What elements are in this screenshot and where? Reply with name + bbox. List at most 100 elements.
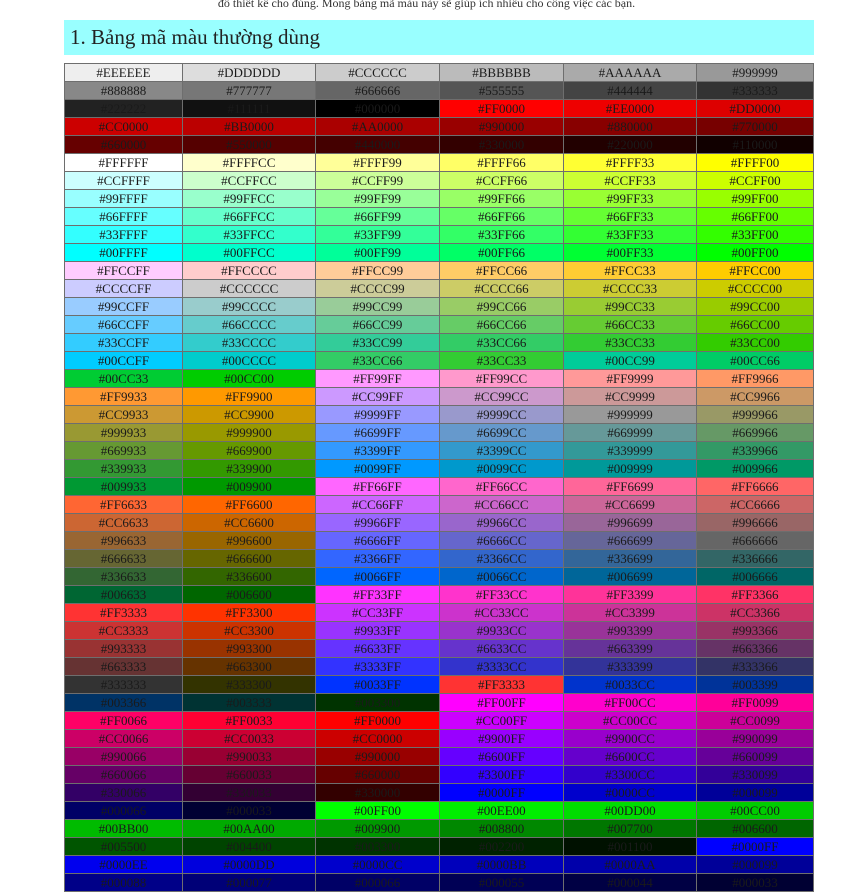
color-swatch-cell: #CC3333 xyxy=(64,621,183,640)
color-swatch-cell: #99CCFF xyxy=(64,297,183,316)
color-swatch-cell: #FF00FF xyxy=(439,693,564,712)
color-swatch-cell: #CC9900 xyxy=(182,405,316,424)
color-swatch-cell: #FF99FF xyxy=(315,369,440,388)
color-swatch-cell: #444444 xyxy=(563,81,697,100)
color-swatch-cell: #66CCCC xyxy=(182,315,316,334)
table-row: #FF3333 #FF3300 #CC33FF #CC33CC #CC3399 #CC33… xyxy=(64,603,814,622)
color-swatch-cell: #770000 xyxy=(696,117,814,136)
color-swatch-cell: #CC66CC xyxy=(439,495,564,514)
table-row: #00FFFF #00FFCC #00FF99 #00FF66 #00FF33 #00FF… xyxy=(64,243,814,262)
color-swatch-cell: #FFFF00 xyxy=(696,153,814,172)
color-swatch-cell: #BB0000 xyxy=(182,117,316,136)
color-swatch-cell: #005500 xyxy=(64,837,183,856)
color-swatch-cell: #00CCCC xyxy=(182,351,316,370)
color-swatch-cell: #CC0066 xyxy=(64,729,183,748)
color-swatch-cell: #880000 xyxy=(563,117,697,136)
color-swatch-cell: #009900 xyxy=(315,819,440,838)
table-row: #996633 #996600 #6666FF #6666CC #666699 #6666… xyxy=(64,531,814,550)
color-swatch-cell: #00DD00 xyxy=(563,801,697,820)
color-swatch-cell: #00CC00 xyxy=(182,369,316,388)
color-swatch-cell: #66CC66 xyxy=(439,315,564,334)
color-swatch-cell: #CCFFCC xyxy=(182,171,316,190)
color-swatch-cell: #DD0000 xyxy=(696,99,814,118)
table-row: #00BB00 #00AA00 #009900 #008800 #007700 #0066… xyxy=(64,819,814,838)
color-swatch-cell: #FF9966 xyxy=(696,369,814,388)
color-swatch-cell: #0000CC xyxy=(563,783,697,802)
color-swatch-cell: #6699CC xyxy=(439,423,564,442)
color-swatch-cell: #00BB00 xyxy=(64,819,183,838)
color-swatch-cell: #CC0000 xyxy=(315,729,440,748)
color-swatch-cell: #330033 xyxy=(182,783,316,802)
color-swatch-cell: #EEEEEE xyxy=(64,63,183,82)
table-row: #990066 #990033 #990000 #6600FF #6600CC #6600… xyxy=(64,747,814,766)
color-swatch-cell: #666699 xyxy=(563,531,697,550)
color-swatch-cell: #AAAAAA xyxy=(563,63,697,82)
color-swatch-cell: #339933 xyxy=(64,459,183,478)
table-row: #330066 #330033 #330000 #0000FF #0000CC #0000… xyxy=(64,783,814,802)
color-swatch-cell: #FFFF66 xyxy=(439,153,564,172)
color-swatch-cell: #110000 xyxy=(696,135,814,154)
color-swatch-cell: #999900 xyxy=(182,423,316,442)
color-swatch-cell: #999999 xyxy=(696,63,814,82)
color-swatch-cell: #666633 xyxy=(64,549,183,568)
color-swatch-cell: #FF9999 xyxy=(563,369,697,388)
color-swatch-cell: #006699 xyxy=(563,567,697,586)
color-swatch-cell: #669933 xyxy=(64,441,183,460)
color-swatch-cell: #660066 xyxy=(64,765,183,784)
color-swatch-cell: #990000 xyxy=(315,747,440,766)
color-swatch-cell: #9900FF xyxy=(439,729,564,748)
color-swatch-cell: #003399 xyxy=(696,675,814,694)
color-swatch-cell: #33CC00 xyxy=(696,333,814,352)
color-swatch-cell: #99CCCC xyxy=(182,297,316,316)
color-swatch-cell: #006666 xyxy=(696,567,814,586)
color-swatch-cell: #CC0099 xyxy=(696,711,814,730)
color-swatch-cell: #000099 xyxy=(696,783,814,802)
color-swatch-cell: #333399 xyxy=(563,657,697,676)
table-row: #99CCFF #99CCCC #99CC99 #99CC66 #99CC33 #99CC… xyxy=(64,297,814,316)
table-row: #003366 #003333 #003300 #FF00FF #FF00CC #FF00… xyxy=(64,693,814,712)
color-swatch-cell: #000033 xyxy=(182,801,316,820)
color-swatch-cell: #0033CC xyxy=(563,675,697,694)
color-swatch-cell: #CCFF99 xyxy=(315,171,440,190)
color-swatch-cell: #EE0000 xyxy=(563,99,697,118)
color-swatch-cell: #FF00CC xyxy=(563,693,697,712)
color-swatch-cell: #003333 xyxy=(182,693,316,712)
color-swatch-cell: #FF0000 xyxy=(439,99,564,118)
color-swatch-cell: #6699FF xyxy=(315,423,440,442)
color-swatch-cell: #339966 xyxy=(696,441,814,460)
color-swatch-cell: #00CC00 xyxy=(696,801,814,820)
color-swatch-cell: #9999FF xyxy=(315,405,440,424)
color-swatch-cell: #CCCC00 xyxy=(696,279,814,298)
color-swatch-cell: #333333 xyxy=(64,675,183,694)
color-swatch-cell: #550000 xyxy=(182,135,316,154)
color-swatch-cell: #000066 xyxy=(64,801,183,820)
color-swatch-cell: #CC66FF xyxy=(315,495,440,514)
table-row: #666633 #666600 #3366FF #3366CC #336699 #3366… xyxy=(64,549,814,568)
table-row: #339933 #339900 #0099FF #0099CC #009999 #0099… xyxy=(64,459,814,478)
color-swatch-cell: #FF3366 xyxy=(696,585,814,604)
color-swatch-cell: #003300 xyxy=(315,693,440,712)
color-swatch-cell: #9933FF xyxy=(315,621,440,640)
color-swatch-cell: #0000EE xyxy=(64,855,183,874)
color-swatch-cell: #FF6633 xyxy=(64,495,183,514)
color-swatch-cell: #996699 xyxy=(563,513,697,532)
color-swatch-cell: #3399FF xyxy=(315,441,440,460)
color-swatch-cell: #99CC66 xyxy=(439,297,564,316)
color-swatch-cell: #996666 xyxy=(696,513,814,532)
table-row: #888888 #777777 #666666 #555555 #444444 #3333… xyxy=(64,81,814,100)
color-swatch-cell: #666666 xyxy=(696,531,814,550)
color-swatch-cell: #FFCC99 xyxy=(315,261,440,280)
color-swatch-cell: #00AA00 xyxy=(182,819,316,838)
color-swatch-cell: #440000 xyxy=(315,135,440,154)
color-swatch-cell: #FF6699 xyxy=(563,477,697,496)
color-swatch-cell: #008800 xyxy=(439,819,564,838)
color-swatch-cell: #009933 xyxy=(64,477,183,496)
table-row: #FFCCFF #FFCCCC #FFCC99 #FFCC66 #FFCC33 #FFCC… xyxy=(64,261,814,280)
color-swatch-cell: #00CC99 xyxy=(563,351,697,370)
color-swatch-cell: #003300 xyxy=(315,837,440,856)
color-swatch-cell: #66CC00 xyxy=(696,315,814,334)
table-row: #993333 #993300 #6633FF #6633CC #663399 #6633… xyxy=(64,639,814,658)
color-swatch-cell: #660000 xyxy=(315,765,440,784)
color-swatch-cell: #002200 xyxy=(439,837,564,856)
table-row: #222222 #111111 #000000 #FF0000 #EE0000 #DD00… xyxy=(64,99,814,118)
